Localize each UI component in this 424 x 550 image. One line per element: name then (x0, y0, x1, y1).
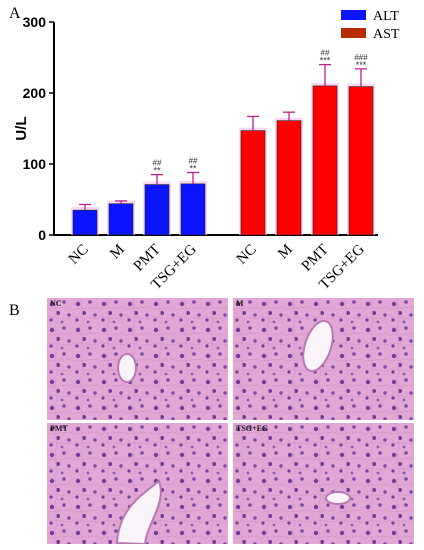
micrograph-pmt: PMT (47, 423, 228, 544)
legend-swatch-ast (341, 28, 366, 38)
y-axis-title: U/L (13, 116, 30, 140)
x-tick-label: NC (234, 242, 260, 268)
bar-alt-1 (108, 203, 134, 236)
panel-b-label: B (9, 302, 20, 319)
x-tick-label: M (275, 242, 296, 263)
significance-hash: ## (153, 159, 162, 168)
y-tick-label: 100 (23, 156, 47, 172)
legend-label-alt: ALT (373, 9, 399, 24)
panel-a-label: A (9, 5, 21, 22)
tissue-image (233, 298, 414, 420)
x-tick-label: PMT (299, 242, 332, 275)
micrograph-tsg-eg: TSG+EG (233, 423, 414, 544)
bar-ast-1 (276, 120, 302, 236)
y-tick-label: 300 (23, 14, 47, 30)
micrograph-label: M (236, 299, 244, 308)
micrograph-nc: NC (47, 298, 228, 420)
significance-star: ** (153, 166, 161, 176)
tissue-image (47, 423, 228, 544)
significance-star: *** (356, 60, 367, 70)
bar-ast-2 (312, 85, 338, 236)
significance-hash: ## (189, 157, 198, 166)
bar-alt-3 (180, 183, 206, 236)
legend-swatch-alt (341, 10, 366, 20)
micrograph-label: TSG+EG (236, 424, 269, 433)
significance-star: ** (189, 164, 197, 174)
significance-star: *** (320, 56, 331, 66)
bar-alt-0 (72, 209, 98, 236)
x-tick-label: PMT (131, 242, 164, 275)
bar-ast-3 (348, 86, 374, 236)
significance-hash: ### (354, 53, 368, 62)
significance-hash: ## (321, 49, 330, 58)
tissue-image (47, 298, 228, 420)
x-tick-label: NC (66, 242, 92, 268)
micrograph-label: NC (50, 299, 62, 308)
micrograph-label: PMT (50, 424, 68, 433)
y-tick-label: 200 (23, 85, 47, 101)
legend-label-ast: AST (373, 27, 400, 42)
micrograph-m: M (233, 298, 414, 420)
x-tick-label: M (107, 242, 128, 263)
chart-bars (71, 63, 375, 236)
bar-alt-2 (144, 184, 170, 236)
bar-ast-0 (240, 130, 266, 236)
tissue-image (233, 423, 414, 544)
y-tick-label: 0 (38, 227, 46, 243)
